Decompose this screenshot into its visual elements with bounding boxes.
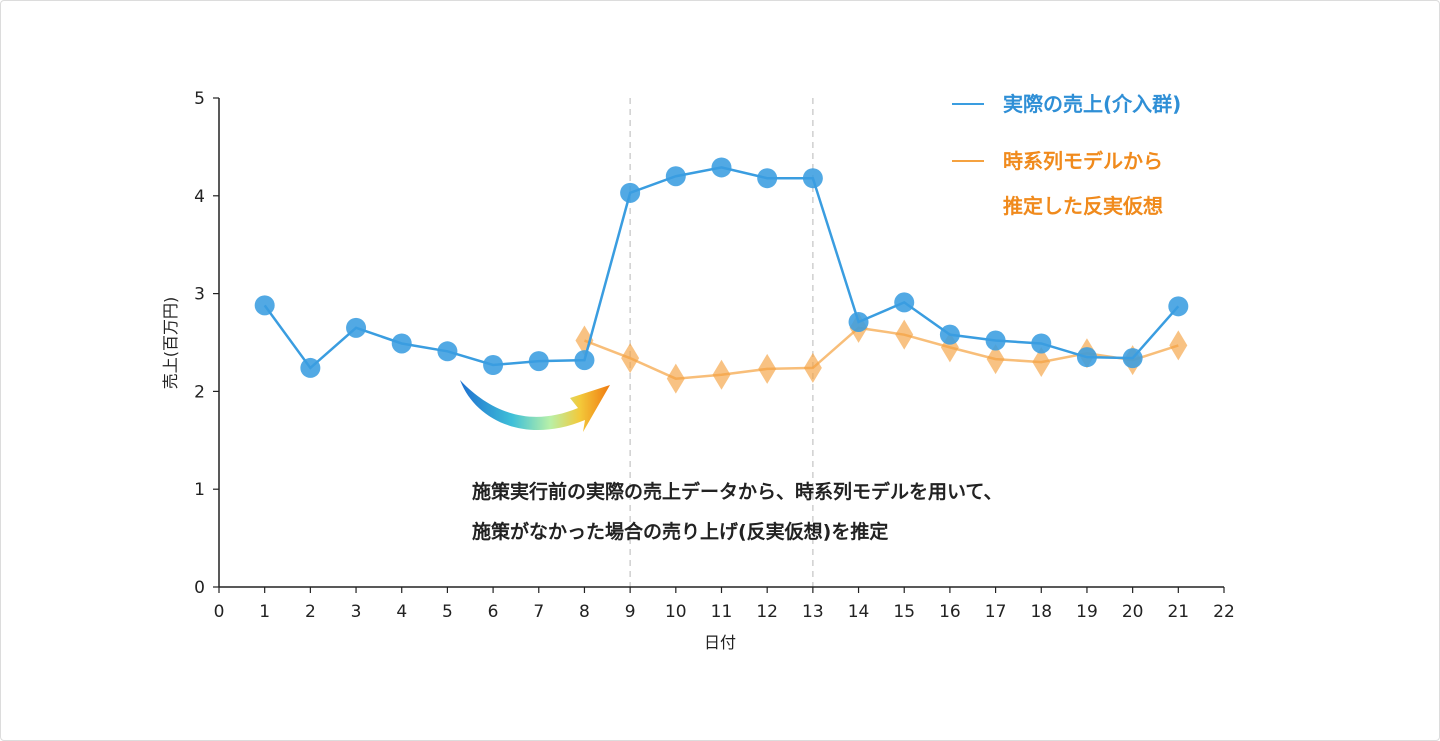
data-point-diamond bbox=[895, 319, 914, 350]
data-point-diamond bbox=[803, 352, 822, 383]
x-tick-label: 10 bbox=[665, 602, 687, 622]
y-tick-label: 4 bbox=[194, 187, 205, 207]
y-axis-label: 売上(百万円) bbox=[161, 297, 180, 390]
x-tick-label: 15 bbox=[893, 602, 915, 622]
x-tick-label: 3 bbox=[351, 602, 362, 622]
data-point-circle bbox=[802, 168, 823, 189]
data-point-circle bbox=[620, 182, 641, 203]
legend-label-counterfactual-1: 時系列モデルから bbox=[1003, 149, 1163, 173]
data-point-circle bbox=[1031, 333, 1052, 354]
data-point-diamond bbox=[666, 363, 685, 394]
x-tick-label: 5 bbox=[442, 602, 453, 622]
data-point-diamond bbox=[1169, 330, 1188, 361]
data-point-diamond bbox=[712, 359, 731, 390]
data-point-diamond bbox=[1032, 347, 1051, 378]
data-point-circle bbox=[665, 166, 686, 187]
annotation-line-2: 施策がなかった場合の売り上げ(反実仮想)を推定 bbox=[472, 520, 888, 543]
annotation-line-1: 施策実行前の実際の売上データから、時系列モデルを用いて、 bbox=[472, 480, 1002, 503]
x-tick-label: 13 bbox=[802, 602, 824, 622]
data-point-circle bbox=[711, 157, 732, 178]
legend: 実際の売上(介入群) 時系列モデルから 推定した反実仮想 bbox=[952, 92, 1181, 218]
data-point-diamond bbox=[758, 353, 777, 384]
y-tick-label: 3 bbox=[194, 285, 205, 305]
data-point-circle bbox=[391, 333, 412, 354]
x-tick-label: 12 bbox=[756, 602, 778, 622]
data-point-circle bbox=[1076, 347, 1097, 368]
x-tick-label: 4 bbox=[396, 602, 407, 622]
data-point-circle bbox=[528, 351, 549, 372]
legend-label-counterfactual-2: 推定した反実仮想 bbox=[1003, 194, 1163, 218]
x-axis-label: 日付 bbox=[704, 633, 736, 652]
x-tick-label: 16 bbox=[939, 602, 961, 622]
data-point-circle bbox=[1168, 296, 1189, 317]
x-tick-label: 9 bbox=[625, 602, 636, 622]
x-tick-label: 19 bbox=[1076, 602, 1098, 622]
data-point-circle bbox=[1122, 348, 1143, 369]
data-point-circle bbox=[483, 354, 504, 375]
data-point-circle bbox=[939, 324, 960, 345]
x-tick-label: 11 bbox=[711, 602, 733, 622]
data-point-circle bbox=[757, 168, 778, 189]
x-tick-label: 1 bbox=[259, 602, 270, 622]
data-point-circle bbox=[574, 350, 595, 371]
data-point-diamond bbox=[621, 343, 640, 374]
y-tick-label: 1 bbox=[194, 480, 205, 500]
x-tick-label: 7 bbox=[533, 602, 544, 622]
x-tick-label: 22 bbox=[1213, 602, 1235, 622]
data-point-circle bbox=[848, 311, 869, 332]
x-tick-label: 17 bbox=[985, 602, 1007, 622]
x-tick-label: 20 bbox=[1122, 602, 1144, 622]
legend-label-actual: 実際の売上(介入群) bbox=[1003, 92, 1181, 116]
data-point-circle bbox=[437, 341, 458, 362]
data-point-circle bbox=[254, 295, 275, 316]
data-point-circle bbox=[300, 357, 321, 378]
x-tick-label: 2 bbox=[305, 602, 316, 622]
data-point-diamond bbox=[986, 344, 1005, 375]
series-actual bbox=[254, 157, 1189, 378]
data-point-circle bbox=[985, 330, 1006, 351]
y-tick-label: 0 bbox=[194, 578, 205, 598]
x-tick-label: 0 bbox=[214, 602, 225, 622]
x-tick-label: 21 bbox=[1167, 602, 1189, 622]
x-tick-label: 6 bbox=[488, 602, 499, 622]
y-tick-label: 2 bbox=[194, 382, 205, 402]
data-point-circle bbox=[346, 317, 367, 338]
series-counterfactual bbox=[575, 312, 1188, 394]
x-tick-label: 14 bbox=[848, 602, 870, 622]
data-point-circle bbox=[894, 292, 915, 313]
x-tick-label: 8 bbox=[579, 602, 590, 622]
y-tick-label: 5 bbox=[194, 89, 205, 109]
transition-arrow-icon bbox=[460, 380, 610, 432]
x-tick-label: 18 bbox=[1030, 602, 1052, 622]
